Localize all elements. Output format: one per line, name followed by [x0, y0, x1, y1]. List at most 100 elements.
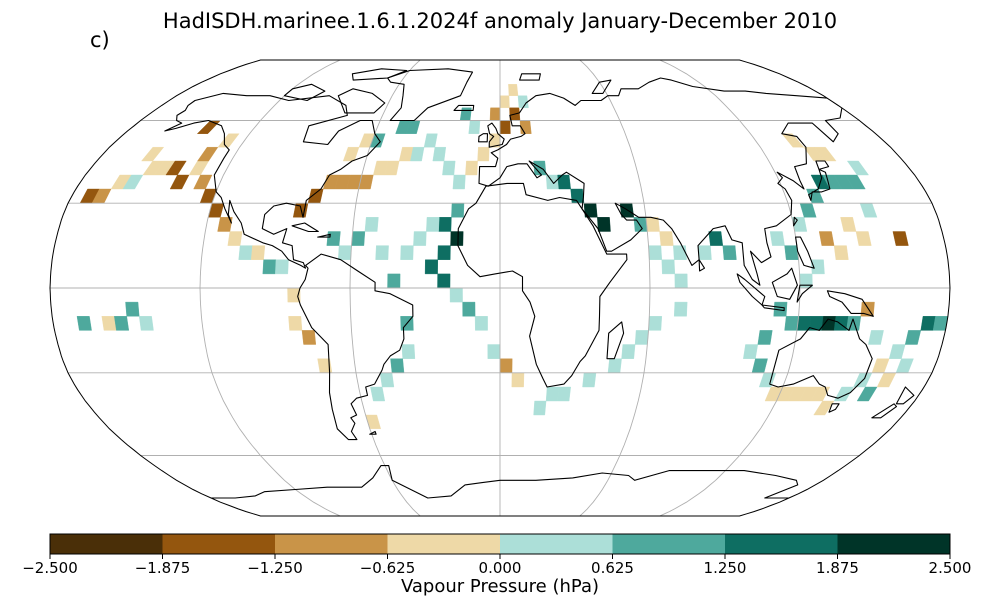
- coastline: [453, 104, 475, 111]
- coastline: [606, 321, 625, 360]
- coastline: [291, 222, 319, 233]
- coastline: [211, 465, 799, 499]
- coastline: [283, 83, 326, 102]
- anomaly-cell: [125, 301, 140, 317]
- anomaly-cell: [818, 231, 835, 246]
- anomaly-cell: [165, 160, 187, 176]
- globe-outline: [49, 59, 951, 517]
- colorbar-tick-label: 2.500: [928, 559, 972, 577]
- colorbar-swatch: [162, 534, 276, 554]
- coastline: [795, 236, 815, 269]
- anomaly-cell: [217, 133, 240, 148]
- coastline: [828, 403, 840, 413]
- coastline: [369, 430, 377, 435]
- colorbar-tick-label: −1.250: [247, 559, 303, 577]
- colorbar-tick-label: 0.000: [478, 559, 522, 577]
- coastline: [771, 267, 798, 300]
- colorbar-label: Vapour Pressure (hPa): [400, 576, 600, 597]
- anomaly-cell: [370, 386, 386, 402]
- coastline: [317, 233, 331, 238]
- coastline: [164, 92, 381, 269]
- anomaly-cell: [432, 147, 447, 162]
- anomaly-cell: [517, 95, 529, 108]
- colorbar-tick-label: 1.250: [703, 559, 747, 577]
- colorbar-swatch: [500, 534, 613, 554]
- coastline: [698, 259, 706, 272]
- coastline: [387, 68, 474, 122]
- anomaly-cell: [892, 231, 909, 246]
- coastline: [769, 318, 873, 399]
- anomaly-cell: [426, 217, 440, 232]
- colorbar-swatch: [612, 534, 726, 554]
- anomaly-cell: [364, 217, 379, 232]
- coastlines: [164, 68, 915, 499]
- anomaly-cell: [722, 245, 737, 260]
- anomaly-cell: [423, 133, 438, 148]
- anomaly-cell: [288, 316, 303, 331]
- anomaly-cell: [621, 344, 636, 359]
- anomaly-cell: [400, 245, 414, 260]
- anomaly-cell: [401, 344, 416, 359]
- anomaly-grid-cells: [76, 84, 949, 429]
- coastline: [761, 304, 785, 312]
- coastline: [895, 386, 915, 405]
- anomaly-cell: [673, 301, 688, 317]
- anomaly-cell: [508, 84, 519, 96]
- anomaly-cell: [545, 386, 560, 402]
- coastline: [793, 216, 798, 227]
- coastline: [351, 68, 408, 81]
- graticule-lines: [50, 60, 950, 516]
- colorbar-swatch: [275, 534, 388, 554]
- colorbar-swatch: [387, 534, 501, 554]
- anomaly-cell: [138, 316, 154, 331]
- anomaly-cell: [846, 160, 869, 176]
- anomaly-cell: [868, 330, 884, 345]
- coastline: [337, 88, 386, 114]
- coastline: [519, 73, 541, 81]
- anomaly-cell: [76, 316, 92, 331]
- colorbar-tick-label: 1.875: [816, 559, 859, 577]
- anomaly-cell: [141, 147, 165, 162]
- anomaly-cell: [781, 133, 805, 148]
- anomaly-cell: [661, 259, 676, 275]
- colorbar-tick-label: −0.625: [359, 559, 416, 577]
- coastline: [826, 290, 874, 317]
- colorbar-tick-label: −1.875: [134, 559, 191, 577]
- colorbar-swatch: [725, 534, 838, 554]
- coastline: [591, 79, 612, 94]
- anomaly-cell: [533, 400, 547, 416]
- anomaly-cell: [814, 147, 837, 162]
- anomaly-cell: [597, 217, 611, 232]
- anomaly-cell: [757, 330, 773, 345]
- anomaly-cell: [227, 231, 243, 246]
- anomaly-cell: [769, 231, 785, 246]
- coastline: [796, 284, 813, 303]
- anomaly-cell: [450, 231, 464, 246]
- anomaly-cell: [833, 245, 849, 260]
- anomaly-cell: [217, 217, 233, 232]
- anomaly-cell: [193, 174, 213, 190]
- colorbar-swatch: [50, 534, 163, 554]
- panel-label: c): [90, 28, 110, 52]
- anomaly-cell: [413, 231, 427, 246]
- anomaly-cell: [375, 245, 389, 260]
- anomaly-cell: [810, 259, 825, 275]
- colorbar-swatch: [837, 534, 951, 554]
- anomaly-cell: [462, 301, 476, 317]
- anomaly-cell: [743, 344, 759, 359]
- anomaly-cell: [840, 217, 857, 232]
- colorbar-tick-label: −2.500: [22, 559, 78, 577]
- anomaly-cell: [813, 400, 835, 416]
- map-title: HadISDH.marinee.1.6.1.2024f anomaly Janu…: [162, 9, 838, 33]
- coastline: [478, 133, 489, 143]
- anomaly-cell: [855, 231, 872, 246]
- coastline: [871, 403, 898, 419]
- anomaly-cell: [474, 316, 488, 331]
- anomaly-cell: [708, 231, 724, 246]
- anomaly-cell: [250, 245, 266, 260]
- coastline: [815, 160, 830, 170]
- coastline: [478, 77, 843, 286]
- coastline: [487, 122, 505, 148]
- coastline: [808, 168, 831, 201]
